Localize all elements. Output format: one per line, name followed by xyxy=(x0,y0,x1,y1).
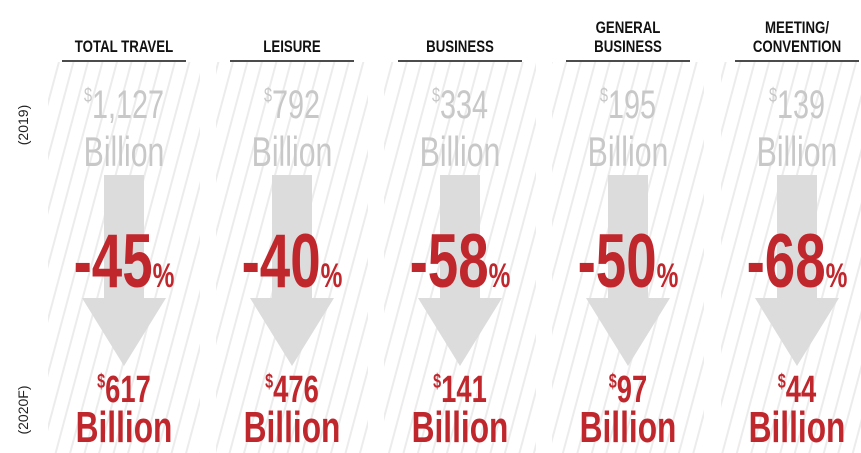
amount: 139 xyxy=(777,82,825,127)
year-label: (2019) xyxy=(15,105,31,145)
change-unit: % xyxy=(657,257,679,295)
before-amount: $792 xyxy=(264,82,320,127)
change-unit: % xyxy=(826,257,848,295)
year-label: (2020F) xyxy=(15,385,31,434)
before-unit: Billion xyxy=(252,128,333,175)
column-header: TOTAL TRAVEL xyxy=(75,38,173,57)
currency: $ xyxy=(769,84,777,107)
arrow xyxy=(586,175,670,366)
after-unit: Billion xyxy=(580,403,677,452)
column-header: BUSINESS xyxy=(426,38,494,57)
amount: 44 xyxy=(786,369,817,411)
amount: 476 xyxy=(273,369,319,411)
currency: $ xyxy=(265,370,273,393)
after-unit: Billion xyxy=(76,403,173,452)
amount: 97 xyxy=(617,369,647,411)
before-amount: $1,127 xyxy=(84,82,164,127)
change-unit: % xyxy=(489,257,511,295)
amount: 1,127 xyxy=(92,82,164,127)
before-amount: $139 xyxy=(769,82,825,127)
amount: 617 xyxy=(105,369,151,411)
change: -68% xyxy=(747,219,848,304)
arrow xyxy=(418,175,502,366)
after-amount: $44 xyxy=(778,369,817,411)
amount: 141 xyxy=(441,369,487,411)
change-unit: % xyxy=(321,257,343,295)
before-unit: Billion xyxy=(420,128,501,175)
change-value: -68 xyxy=(747,219,826,304)
arrow xyxy=(250,175,334,366)
currency: $ xyxy=(778,370,786,393)
after-amount: $97 xyxy=(609,369,647,411)
currency: $ xyxy=(609,370,617,393)
after-unit: Billion xyxy=(412,403,509,452)
change: -40% xyxy=(242,219,343,304)
column: MEETING/CONVENTION$139Billion-68%$44Bill… xyxy=(721,19,861,453)
currency: $ xyxy=(433,370,441,393)
currency: $ xyxy=(97,370,105,393)
change-value: -40 xyxy=(242,219,321,304)
change-value: -58 xyxy=(410,219,489,304)
after-unit: Billion xyxy=(749,403,846,452)
arrow xyxy=(82,175,166,366)
change-value: -50 xyxy=(578,219,657,304)
column-header: CONVENTION xyxy=(753,38,841,57)
after-unit: Billion xyxy=(244,403,341,452)
currency: $ xyxy=(432,84,440,107)
currency: $ xyxy=(600,84,608,107)
after-amount: $476 xyxy=(265,369,319,411)
change-unit: % xyxy=(153,257,175,295)
column-header: MEETING/ xyxy=(765,19,830,38)
column-header: GENERAL xyxy=(596,19,661,38)
before-unit: Billion xyxy=(588,128,669,175)
amount: 792 xyxy=(272,82,320,127)
after-amount: $141 xyxy=(433,369,487,411)
currency: $ xyxy=(84,84,92,107)
column-header: LEISURE xyxy=(263,38,320,57)
before-unit: Billion xyxy=(84,128,165,175)
change: -45% xyxy=(74,219,175,304)
column-header: BUSINESS xyxy=(594,38,662,57)
before-amount: $195 xyxy=(600,82,656,127)
change: -50% xyxy=(578,219,679,304)
change: -58% xyxy=(410,219,511,304)
amount: 195 xyxy=(608,82,656,127)
arrow xyxy=(755,175,839,366)
currency: $ xyxy=(264,84,272,107)
after-amount: $617 xyxy=(97,369,151,411)
amount: 334 xyxy=(440,82,488,127)
before-amount: $334 xyxy=(432,82,488,127)
change-value: -45 xyxy=(74,219,153,304)
before-unit: Billion xyxy=(757,128,838,175)
